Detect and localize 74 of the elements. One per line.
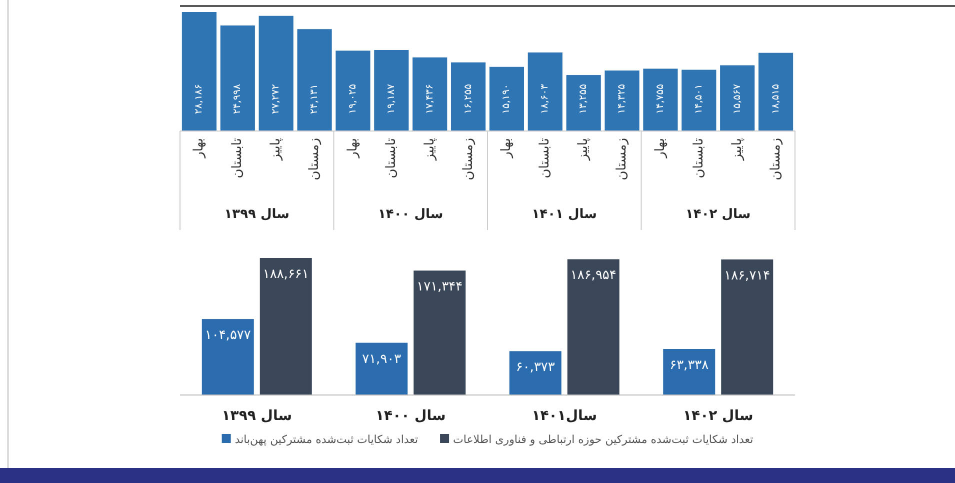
data-label: ۱۸,۵۱۵ — [770, 84, 782, 114]
bar — [414, 270, 466, 395]
x-tick-label: پاییز — [268, 138, 284, 162]
bar — [509, 351, 562, 395]
text: سال ۱۴۰۲ — [686, 207, 751, 222]
bar — [528, 52, 562, 131]
text: سال ۱۳۹۹ — [224, 207, 290, 222]
x-tick-label: بهار — [652, 138, 668, 159]
data-label: ۱۹,۱۸۷ — [386, 83, 397, 114]
x-tick-label: سال ۱۴۰۲ — [683, 408, 754, 424]
bar — [412, 57, 448, 131]
data-label: ۶۰,۳۷۳ — [516, 360, 555, 376]
text: سال ۱۴۰۰ — [378, 207, 444, 222]
data-label: ۱۵,۵۶۷ — [732, 83, 743, 114]
legend-label: تعداد شکایات ثبت‌شده مشترکین حوزه ارتباطی و فناوری اطلاعات — [453, 433, 754, 446]
bar — [720, 65, 755, 131]
x-tick-label: تابستان — [230, 138, 246, 178]
data-label: ۶۳,۳۳۸ — [670, 358, 709, 374]
bar — [202, 319, 254, 395]
bar — [566, 75, 601, 131]
bar — [643, 68, 678, 131]
bar — [758, 52, 794, 131]
x-tick-label: پاییز — [422, 138, 438, 162]
x-tick-label: پاییز — [730, 138, 745, 162]
bar — [450, 62, 486, 131]
data-label: ۱۴,۵۰۱ — [693, 84, 704, 114]
data-label: ۱۷,۴۳۶ — [424, 84, 436, 114]
bar — [663, 349, 716, 395]
x-tick-label: زمستان — [460, 138, 476, 180]
x-tick-label: بهار — [192, 138, 207, 159]
data-label: ۲۸,۱۸۶ — [194, 84, 205, 114]
data-label: ۱۸,۶۰۳ — [540, 83, 551, 114]
data-label: ۱۶,۲۵۵ — [462, 84, 474, 114]
bar — [297, 29, 332, 131]
x-tick-label: تابستان — [691, 138, 706, 178]
bar — [567, 259, 620, 395]
bar — [489, 66, 524, 131]
data-label: ۱۴,۳۲۵ — [616, 84, 628, 114]
bar — [220, 25, 255, 131]
bar — [336, 50, 370, 131]
x-tick-label: تابستان — [538, 138, 553, 178]
data-label: ۱۸۶,۹۵۴ — [570, 268, 616, 284]
data-label: ۱۷۱,۳۴۴ — [416, 280, 463, 295]
x-tick-label: تابستان — [384, 138, 399, 178]
x-tick-label: زمستان — [614, 138, 630, 180]
x-tick-label: زمستان — [768, 138, 784, 180]
x-tick-label: سال ۱۳۹۹ — [222, 408, 292, 424]
bar — [374, 50, 409, 131]
bar — [682, 70, 716, 131]
x-tick-label: پاییز — [576, 138, 592, 162]
data-label: ۲۴,۹۹۸ — [232, 83, 244, 114]
bar — [721, 259, 774, 395]
data-label: ۱۳,۲۵۵ — [578, 84, 590, 114]
data-label: ۱۵,۱۹۰ — [501, 84, 512, 114]
bar — [182, 12, 217, 131]
x-tick-label: بهار — [345, 138, 360, 159]
x-tick-label: سال ۱۴۰۰ — [376, 408, 446, 424]
bar — [604, 70, 640, 131]
data-label: ۷۱,۹۰۳ — [362, 352, 402, 367]
data-label: ۱۴,۷۵۵ — [654, 84, 666, 114]
data-label: ۱۰۴,۵۷۷ — [204, 328, 251, 344]
bar — [260, 258, 312, 395]
data-label: ۱۸۸,۶۶۱ — [262, 267, 309, 282]
data-label: ۱۸۶,۷۱۴ — [724, 268, 770, 284]
bar — [258, 16, 294, 131]
data-label: ۲۴,۱۳۱ — [309, 84, 320, 114]
legend-label: تعداد شکایات ثبت‌شده مشترکین پهن‌باند — [234, 433, 418, 446]
x-tick-label: سال۱۴۰۱ — [532, 408, 598, 424]
x-tick-label: زمستان — [307, 138, 322, 180]
data-label: ۱۹,۰۲۵ — [347, 84, 358, 114]
x-tick-label: بهار — [499, 138, 514, 159]
bar — [356, 342, 408, 395]
data-label: ۲۷,۲۷۲ — [270, 84, 282, 114]
text: سال ۱۴۰۱ — [532, 207, 597, 222]
